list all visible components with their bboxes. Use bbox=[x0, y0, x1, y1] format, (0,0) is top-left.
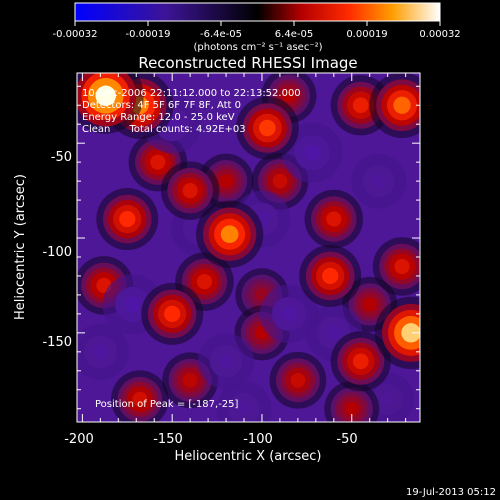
heatmap-blob bbox=[124, 296, 141, 313]
axis-ticks bbox=[77, 73, 420, 422]
colorbar-tick-label: -6.4e-05 bbox=[200, 29, 242, 40]
y-axis-label: Heliocentric Y (arcsec) bbox=[13, 174, 28, 320]
heatmap-blob bbox=[182, 373, 198, 388]
x-axis-label: Heliocentric X (arcsec) bbox=[175, 449, 322, 464]
heatmap-blob bbox=[326, 325, 342, 341]
heatmap-blob bbox=[219, 174, 234, 189]
heatmap-blob bbox=[164, 305, 181, 322]
heatmap-blob bbox=[132, 391, 148, 407]
chart-title: Reconstructed RHESSI Image bbox=[138, 54, 357, 72]
x-tick-label: -150 bbox=[153, 432, 183, 447]
heatmap-blob bbox=[393, 96, 411, 114]
x-tick-label: -100 bbox=[243, 432, 273, 447]
heatmap-blob bbox=[182, 183, 198, 199]
x-tick-label: -200 bbox=[64, 432, 94, 447]
footer-timestamp: 19-Jul-2013 05:12 bbox=[406, 487, 496, 498]
x-tick-label: -50 bbox=[336, 432, 357, 447]
heatmap-blob bbox=[362, 297, 377, 312]
y-tick-label: -50 bbox=[51, 150, 72, 165]
annotation-counts: Clean Total counts: 4.92E+03 bbox=[82, 124, 246, 135]
colorbar-tick-label: -0.00019 bbox=[126, 29, 171, 40]
heatmap-blob bbox=[150, 154, 166, 170]
heatmap-blob bbox=[352, 97, 369, 114]
colorbar-tick-label: 0.00032 bbox=[419, 29, 460, 40]
heatmap-blob bbox=[93, 344, 108, 360]
colorbar-tick-label: -0.00032 bbox=[53, 29, 98, 40]
heatmap-blob bbox=[322, 267, 339, 285]
heatmap-blob bbox=[95, 85, 116, 106]
colorbar-gradient bbox=[74, 2, 441, 22]
heatmap-blob bbox=[272, 173, 288, 189]
plot-area bbox=[76, 72, 421, 423]
heatmap-blob bbox=[326, 211, 342, 227]
heatmap-blob bbox=[304, 144, 321, 161]
annotation-detectors: Detectors: 4F 5F 6F 7F 8F, Att 0 bbox=[82, 100, 241, 111]
heatmap-blob bbox=[281, 88, 296, 103]
heatmap-blob bbox=[344, 401, 359, 416]
x-tick-labels: -200 -150 -100 -50 bbox=[64, 432, 357, 447]
heatmap-blob bbox=[380, 392, 395, 407]
heatmap-blob bbox=[220, 225, 239, 244]
heatmap-blob bbox=[401, 323, 420, 343]
heatmap-blob bbox=[259, 119, 276, 137]
heatmap-blob bbox=[371, 174, 386, 189]
colorbar-tick-label: 0.00019 bbox=[346, 29, 387, 40]
plot-frame bbox=[76, 72, 421, 423]
heatmap-image bbox=[77, 73, 420, 422]
annotation-energy: Energy Range: 12.0 - 25.0 keV bbox=[82, 112, 235, 123]
heatmap-blob bbox=[119, 210, 136, 228]
heatmap-blob bbox=[394, 258, 410, 275]
y-tick-label: -100 bbox=[42, 245, 72, 260]
info-annotations: 10-Dec-2006 22:11:12.000 to 22:13:52.000… bbox=[82, 88, 301, 410]
colorbar-ticks bbox=[74, 21, 441, 26]
colorbar-tick-label: 6.4e-05 bbox=[275, 29, 313, 40]
heatmap-blob bbox=[218, 354, 234, 369]
y-tick-labels: -150 -100 -50 bbox=[42, 150, 72, 350]
heatmap-blob bbox=[236, 401, 252, 416]
annotation-peak: Position of Peak = [-187,-25] bbox=[95, 399, 239, 410]
colorbar: -0.00032 -0.00019 -6.4e-05 6.4e-05 0.000… bbox=[53, 2, 461, 53]
heatmap-blob bbox=[281, 306, 297, 322]
heatmap-blob bbox=[290, 372, 306, 388]
heatmap-blob bbox=[196, 274, 213, 290]
y-tick-label: -150 bbox=[42, 335, 72, 350]
colorbar-unit-label: (photons cm⁻² s⁻¹ asec⁻²) bbox=[193, 42, 322, 53]
heatmap-blob bbox=[352, 353, 369, 370]
annotation-time: 10-Dec-2006 22:11:12.000 to 22:13:52.000 bbox=[82, 88, 301, 99]
